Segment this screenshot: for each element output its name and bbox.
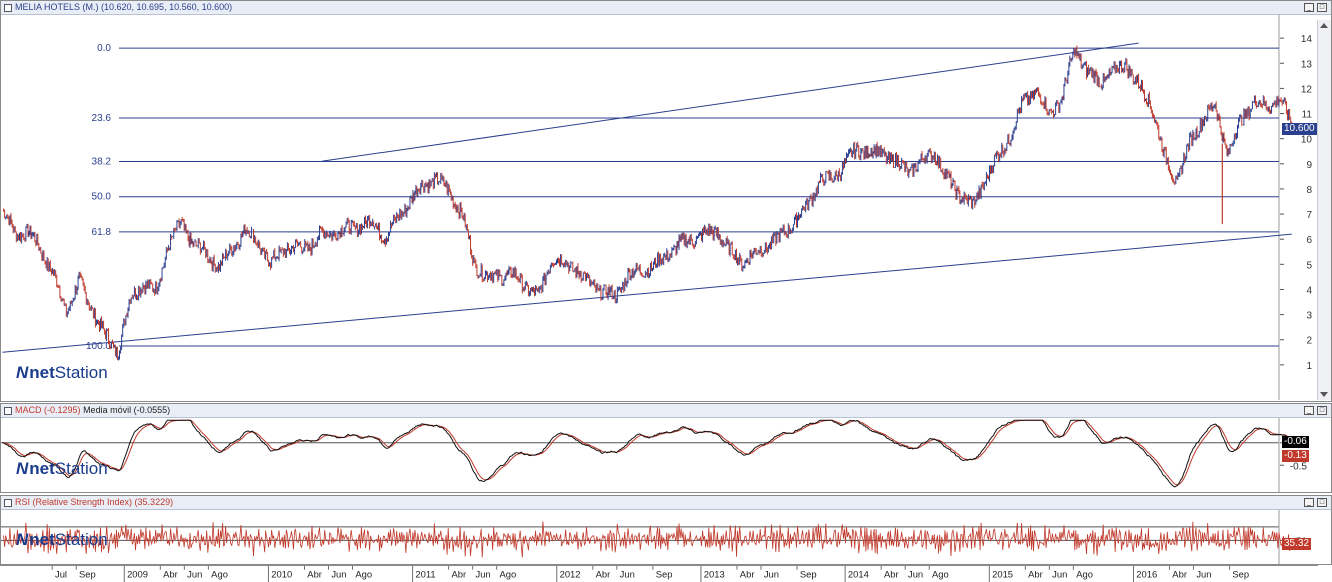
macd-panel: MACD (-0.1295) Media móvil (-0.0555) _ □… bbox=[0, 403, 1332, 493]
x-tick-label: 2012 bbox=[560, 568, 581, 579]
rsi-value-tag: 35.32 bbox=[1282, 538, 1312, 550]
panel-checkbox[interactable] bbox=[4, 4, 12, 12]
x-tick-label: Abr bbox=[884, 568, 899, 579]
maximize-icon[interactable]: □ bbox=[1317, 406, 1327, 415]
x-tick-label: Sep bbox=[656, 568, 673, 579]
lower-channel-line bbox=[2, 233, 1292, 353]
macd-panel-header: MACD (-0.1295) Media móvil (-0.0555) _ □ bbox=[1, 404, 1331, 418]
window-buttons: _ □ bbox=[1304, 3, 1327, 12]
x-tick-label: Abr bbox=[740, 568, 755, 579]
macd-signal-tag: -0.13 bbox=[1282, 450, 1309, 462]
fib-level-label: 0.0 bbox=[97, 43, 111, 54]
scroll-up-icon[interactable] bbox=[1320, 23, 1328, 28]
window-buttons: _ □ bbox=[1304, 406, 1327, 415]
y-tick-label: 9 bbox=[1306, 160, 1312, 171]
x-tick-label: Ago bbox=[932, 568, 949, 579]
x-tick-label: Jun bbox=[1196, 568, 1211, 579]
price-panel: MELIA HOTELS (M.) (10.620, 10.695, 10.56… bbox=[0, 0, 1332, 402]
rsi-line bbox=[3, 521, 1293, 558]
x-tick-label: Ago bbox=[355, 568, 372, 579]
y-tick-label: -0.5 bbox=[1290, 461, 1308, 472]
maximize-icon[interactable]: □ bbox=[1317, 3, 1327, 12]
fib-level-label: 50.0 bbox=[92, 192, 112, 203]
netstation-logo: NnetStation bbox=[16, 530, 108, 549]
rsi-panel-header: RSI (Relative Strength Index) (35.3229) … bbox=[1, 496, 1331, 510]
last-price-tag: 10.600 bbox=[1282, 123, 1317, 135]
x-tick-label: 2009 bbox=[127, 568, 148, 579]
x-tick-label: Jun bbox=[476, 568, 491, 579]
maximize-icon[interactable]: □ bbox=[1317, 498, 1327, 507]
y-tick-label: 10 bbox=[1301, 135, 1313, 146]
x-tick-label: Abr bbox=[596, 568, 611, 579]
y-tick-label: 4 bbox=[1306, 285, 1312, 296]
price-chart: 12345678910111213140.023.638.250.061.810… bbox=[2, 15, 1313, 400]
x-tick-label: Abr bbox=[1028, 568, 1043, 579]
netstation-n-icon: N bbox=[16, 363, 29, 382]
netstation-logo: NnetStation bbox=[16, 459, 108, 478]
x-tick-label: 2015 bbox=[992, 568, 1013, 579]
x-tick-label: Jun bbox=[620, 568, 635, 579]
netstation-n-icon: N bbox=[16, 530, 29, 549]
x-tick-label: 2013 bbox=[704, 568, 725, 579]
y-tick-label: 11 bbox=[1302, 110, 1313, 121]
y-tick-label: 5 bbox=[1306, 260, 1312, 271]
x-tick-label: 2016 bbox=[1136, 568, 1157, 579]
x-tick-label: Jul bbox=[55, 568, 67, 579]
x-tick-label: Sep bbox=[800, 568, 817, 579]
x-tick-label: Jun bbox=[331, 568, 346, 579]
x-tick-label: Jun bbox=[1052, 568, 1067, 579]
y-tick-label: 3 bbox=[1306, 311, 1312, 322]
rsi-panel: RSI (Relative Strength Index) (35.3229) … bbox=[0, 495, 1332, 565]
price-panel-title: MELIA HOTELS (M.) (10.620, 10.695, 10.56… bbox=[15, 2, 233, 12]
y-tick-label: 6 bbox=[1306, 235, 1312, 246]
x-tick-label: Sep bbox=[1232, 568, 1249, 579]
macd-line bbox=[2, 419, 1293, 488]
x-tick-label: Sep bbox=[79, 568, 96, 579]
y-tick-label: 7 bbox=[1306, 210, 1312, 221]
panel-checkbox[interactable] bbox=[4, 407, 12, 415]
rsi-panel-title: RSI (Relative Strength Index) (35.3229) bbox=[15, 497, 174, 507]
time-axis: Jul Sep 2009 Abr Jun Ago 2010 Abr Jun Ago 2011 Abr J… bbox=[0, 565, 1318, 582]
x-tick-label: Abr bbox=[1172, 568, 1187, 579]
x-tick-label: Abr bbox=[451, 568, 466, 579]
scroll-down-icon[interactable] bbox=[1320, 392, 1328, 397]
x-tick-label: Jun bbox=[187, 568, 202, 579]
x-tick-label: 2011 bbox=[415, 568, 435, 579]
upper-channel-line bbox=[321, 42, 1139, 162]
x-tick-label: Abr bbox=[163, 568, 178, 579]
vertical-scrollbar[interactable] bbox=[1317, 20, 1331, 400]
macd-value-tag: -0.06 bbox=[1282, 436, 1309, 448]
minimize-icon[interactable]: _ bbox=[1304, 3, 1314, 12]
macd-signal-line bbox=[2, 419, 1293, 486]
x-tick-label: Jun bbox=[908, 568, 923, 579]
fib-level-label: 23.6 bbox=[92, 113, 112, 124]
fib-level-label: 61.8 bbox=[92, 227, 112, 238]
fib-level-label: 100.0 bbox=[86, 341, 111, 352]
y-tick-label: 2 bbox=[1306, 336, 1312, 347]
y-tick-label: 12 bbox=[1301, 84, 1313, 95]
x-tick-label: Ago bbox=[1076, 568, 1093, 579]
x-tick-label: 2010 bbox=[271, 568, 292, 579]
x-tick-label: 2014 bbox=[848, 568, 869, 579]
y-tick-label: 8 bbox=[1306, 185, 1312, 196]
x-tick-label: Jun bbox=[764, 568, 779, 579]
y-tick-label: 13 bbox=[1301, 59, 1313, 70]
x-tick-label: Abr bbox=[307, 568, 322, 579]
rsi-chart: 50 bbox=[1, 510, 1307, 564]
y-tick-label: 14 bbox=[1301, 34, 1313, 45]
window-buttons: _ □ bbox=[1304, 498, 1327, 507]
netstation-logo: NnetStation bbox=[16, 363, 108, 382]
macd-chart: 0.0-0.5 bbox=[1, 418, 1308, 492]
x-tick-label: Ago bbox=[211, 568, 228, 579]
price-panel-header: MELIA HOTELS (M.) (10.620, 10.695, 10.56… bbox=[1, 1, 1331, 15]
macd-panel-title: MACD (-0.1295) Media móvil (-0.0555) bbox=[15, 405, 171, 415]
fib-level-label: 38.2 bbox=[92, 157, 112, 168]
panel-checkbox[interactable] bbox=[4, 499, 12, 507]
y-tick-label: 1 bbox=[1306, 361, 1312, 372]
minimize-icon[interactable]: _ bbox=[1304, 406, 1314, 415]
netstation-n-icon: N bbox=[16, 459, 29, 478]
x-tick-label: Ago bbox=[500, 568, 517, 579]
minimize-icon[interactable]: _ bbox=[1304, 498, 1314, 507]
